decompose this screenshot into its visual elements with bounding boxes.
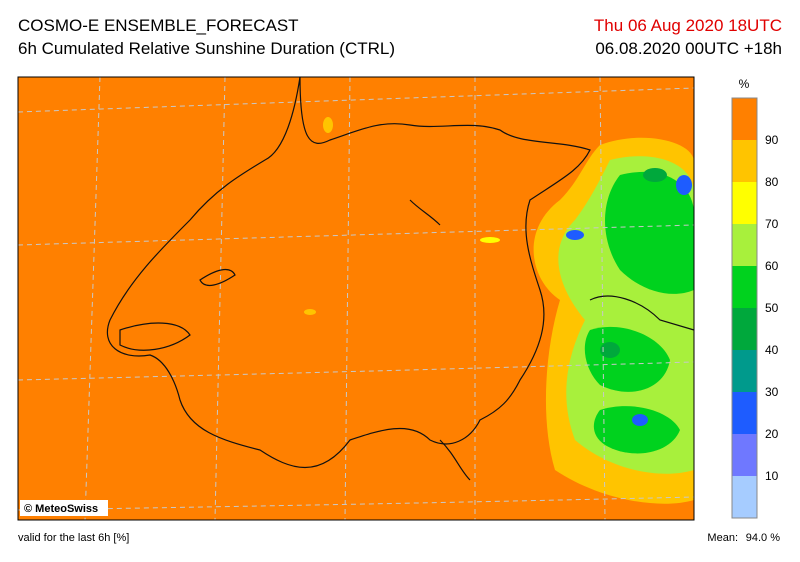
- field-patch: [323, 117, 333, 133]
- colorbar-label: 30: [765, 385, 779, 399]
- colorbar-bin: [732, 350, 757, 392]
- field-patch: [600, 342, 620, 358]
- field-patch: [480, 237, 500, 243]
- colorbar-bin: [732, 182, 757, 224]
- credit-box: [20, 500, 108, 516]
- colorbar-bin: [732, 434, 757, 476]
- colorbar-unit: %: [739, 77, 750, 91]
- colorbar-label: 80: [765, 175, 779, 189]
- field-patch: [632, 414, 648, 426]
- colorbar-bin: [732, 266, 757, 308]
- mean-value: 94.0 %: [746, 532, 780, 544]
- map-frame: [17, 76, 695, 521]
- run-time: 06.08.2020 00UTC +18h: [595, 39, 782, 58]
- colorbar-label: 70: [765, 217, 779, 231]
- colorbar-bin: [732, 140, 757, 182]
- graticule: [17, 76, 695, 521]
- field-patch: [643, 168, 667, 182]
- colorbar-bin: [732, 224, 757, 266]
- mean-label: Mean:: [707, 532, 738, 544]
- field-patch: [593, 406, 680, 454]
- colorbar-frame: [731, 97, 758, 519]
- colorbar-label: 20: [765, 427, 779, 441]
- colorbar-bin: [732, 308, 757, 350]
- colorbar-bin: [732, 98, 757, 140]
- footer-note: valid for the last 6h [%]: [18, 532, 129, 544]
- colorbar-label: 90: [765, 133, 779, 147]
- field-patches: [304, 117, 694, 504]
- field-patch: [304, 309, 316, 315]
- subtitle: 6h Cumulated Relative Sunshine Duration …: [18, 39, 395, 58]
- credit: © MeteoSwiss: [24, 503, 98, 515]
- title: COSMO-E ENSEMBLE_FORECAST: [18, 16, 299, 35]
- colorbar-label: 50: [765, 301, 779, 315]
- field-patch: [676, 175, 692, 195]
- field-patch: [566, 230, 584, 240]
- map: © MeteoSwiss: [17, 76, 695, 521]
- borders: [106, 76, 695, 481]
- colorbar-label: 40: [765, 343, 779, 357]
- field-patch: [605, 171, 694, 294]
- colorbar-bin: [732, 476, 757, 518]
- valid-time: Thu 06 Aug 2020 18UTC: [594, 16, 782, 35]
- colorbar: % 10 20 30 40 50 60 70 80 90: [731, 77, 779, 519]
- colorbar-label: 60: [765, 259, 779, 273]
- colorbar-bin: [732, 392, 757, 434]
- colorbar-label: 10: [765, 469, 779, 483]
